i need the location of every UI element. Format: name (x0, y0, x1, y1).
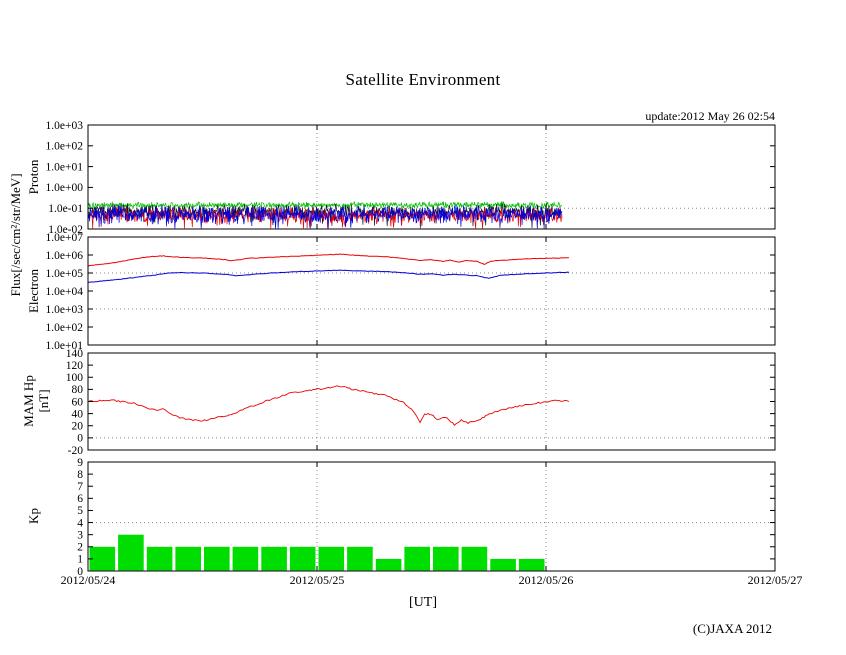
kp-bar (433, 546, 459, 571)
kp-bar (89, 546, 116, 571)
y-tick-label: 1.0e+00 (46, 182, 84, 194)
proton-panel: 1.0e+03 1.0e+02 1.0e+01 1.0e+00 1.0e-01 1.0e-… (46, 120, 776, 236)
proton-series-green (87, 200, 563, 210)
update-timestamp: update:2012 May 26 02:54 (645, 109, 775, 123)
kp-frame (87, 461, 776, 572)
x-tick-label-0: 2012/05/24 (60, 573, 116, 587)
y-tick-label: 5 (77, 505, 83, 517)
kp-bar (204, 546, 230, 571)
y-tick-label: 7 (77, 481, 83, 493)
electron-frame (87, 236, 776, 346)
y-tick-label: 1.0e+07 (46, 232, 84, 244)
x-axis-label: [UT] (409, 595, 437, 610)
kp-bar (461, 546, 488, 571)
x-tick-label-3: 2012/05/27 (747, 573, 803, 587)
kp-bar (347, 546, 373, 571)
y-tick-label: 1.0e+01 (46, 340, 84, 352)
y-tick-label: 0 (77, 433, 83, 445)
y-tick-label: 40 (72, 408, 84, 420)
y-tick-label: 6 (77, 493, 83, 505)
y-tick-label: 1.0e+04 (46, 286, 84, 298)
kp-bar (175, 546, 201, 571)
kp-bar (318, 546, 345, 571)
hp-frame (87, 352, 776, 451)
electron-series-red (87, 253, 569, 267)
y-tick-label: 1.0e+05 (46, 268, 84, 280)
y-tick-label: -20 (68, 445, 84, 457)
y-tick-label: 1.0e+01 (46, 161, 84, 173)
y-tick-label: 1.0e+06 (46, 250, 84, 262)
y-tick-label: 2 (77, 542, 83, 554)
x-tick-label-2: 2012/05/26 (518, 573, 574, 587)
y-tick-label: 1.0e+03 (46, 120, 84, 132)
y-tick-label: 1 (77, 554, 83, 566)
kp-bar (375, 558, 402, 571)
hp-series-red (87, 385, 570, 426)
y-tick-label: 1.0e-01 (48, 203, 83, 215)
y-tick-label: 20 (72, 421, 84, 433)
y-tick-label: 8 (77, 469, 83, 481)
kp-bar (490, 558, 516, 571)
electron-panel: 1.0e+07 1.0e+06 1.0e+05 1.0e+04 1.0e+03 1.0e+… (46, 232, 776, 352)
y-tick-label: 4 (77, 517, 83, 529)
y-tick-label: 140 (66, 348, 84, 360)
y-tick-label: 80 (72, 384, 84, 396)
kp-bar (289, 546, 316, 571)
kp-bar (118, 534, 144, 571)
y-tick-label: 60 (72, 396, 84, 408)
y-tick-label: 1.0e+02 (46, 141, 84, 153)
chart-title: Satellite Environment (345, 70, 501, 89)
electron-series-blue (87, 269, 569, 283)
y-tick-label: 0 (77, 566, 83, 578)
proton-frame (87, 124, 776, 230)
y-tick-label: 100 (66, 372, 84, 384)
kp-bar (518, 558, 545, 571)
kp-bar (232, 546, 259, 571)
y-tick-label: 1.0e+03 (46, 304, 84, 316)
x-tick-label-1: 2012/05/25 (289, 573, 345, 587)
kp-bar (146, 546, 173, 571)
y-tick-label: 3 (77, 530, 83, 542)
proton-series-blue (87, 205, 563, 229)
y-tick-label: 1.0e-02 (48, 224, 83, 236)
y-tick-label: 1.0e+02 (46, 322, 84, 334)
y-tick-label: 120 (66, 360, 84, 372)
kp-bar (404, 546, 430, 571)
y-tick-label: 9 (77, 457, 83, 469)
credit-label: (C)JAXA 2012 (692, 621, 772, 636)
kp-bar (261, 546, 287, 571)
